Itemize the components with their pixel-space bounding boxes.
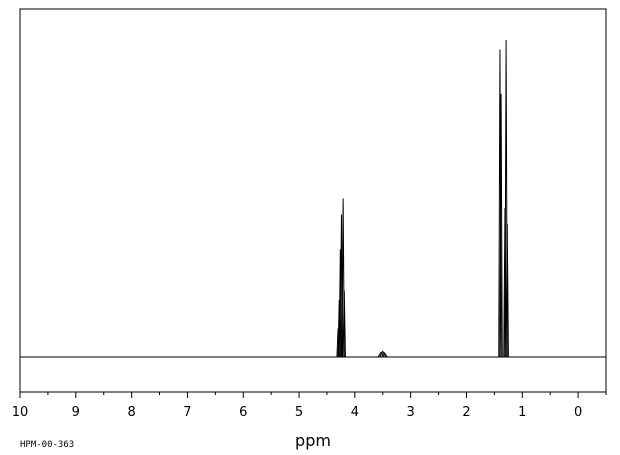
x-axis-title: ppm bbox=[295, 431, 331, 450]
x-tick-label: 3 bbox=[407, 405, 415, 420]
x-tick-label: 7 bbox=[183, 405, 191, 420]
spectrum-peak bbox=[379, 350, 387, 358]
spectrum-peak bbox=[505, 223, 509, 358]
x-tick-label: 10 bbox=[12, 405, 29, 420]
spectrum-peak bbox=[338, 249, 343, 358]
spectrum-peak bbox=[342, 290, 346, 358]
spectrum-peak bbox=[381, 352, 388, 358]
spectrum bbox=[336, 39, 509, 358]
x-tick-label: 5 bbox=[295, 405, 303, 420]
x-axis-ticks bbox=[19, 392, 607, 398]
x-tick-label: 4 bbox=[351, 405, 359, 420]
x-tick-label: 9 bbox=[72, 405, 80, 420]
x-tick-label: 2 bbox=[462, 405, 470, 420]
x-tick-label: 1 bbox=[518, 405, 526, 420]
x-axis-tick-labels: 10 9 8 7 6 5 4 3 2 1 0 bbox=[12, 405, 583, 420]
x-tick-label: 0 bbox=[574, 405, 582, 420]
x-tick-label: 6 bbox=[239, 405, 247, 420]
spectrum-peak bbox=[499, 93, 503, 358]
plot-frame bbox=[19, 8, 607, 393]
spectrum-code-label: HPM-00-363 bbox=[20, 440, 74, 450]
x-tick-label: 8 bbox=[127, 405, 135, 420]
